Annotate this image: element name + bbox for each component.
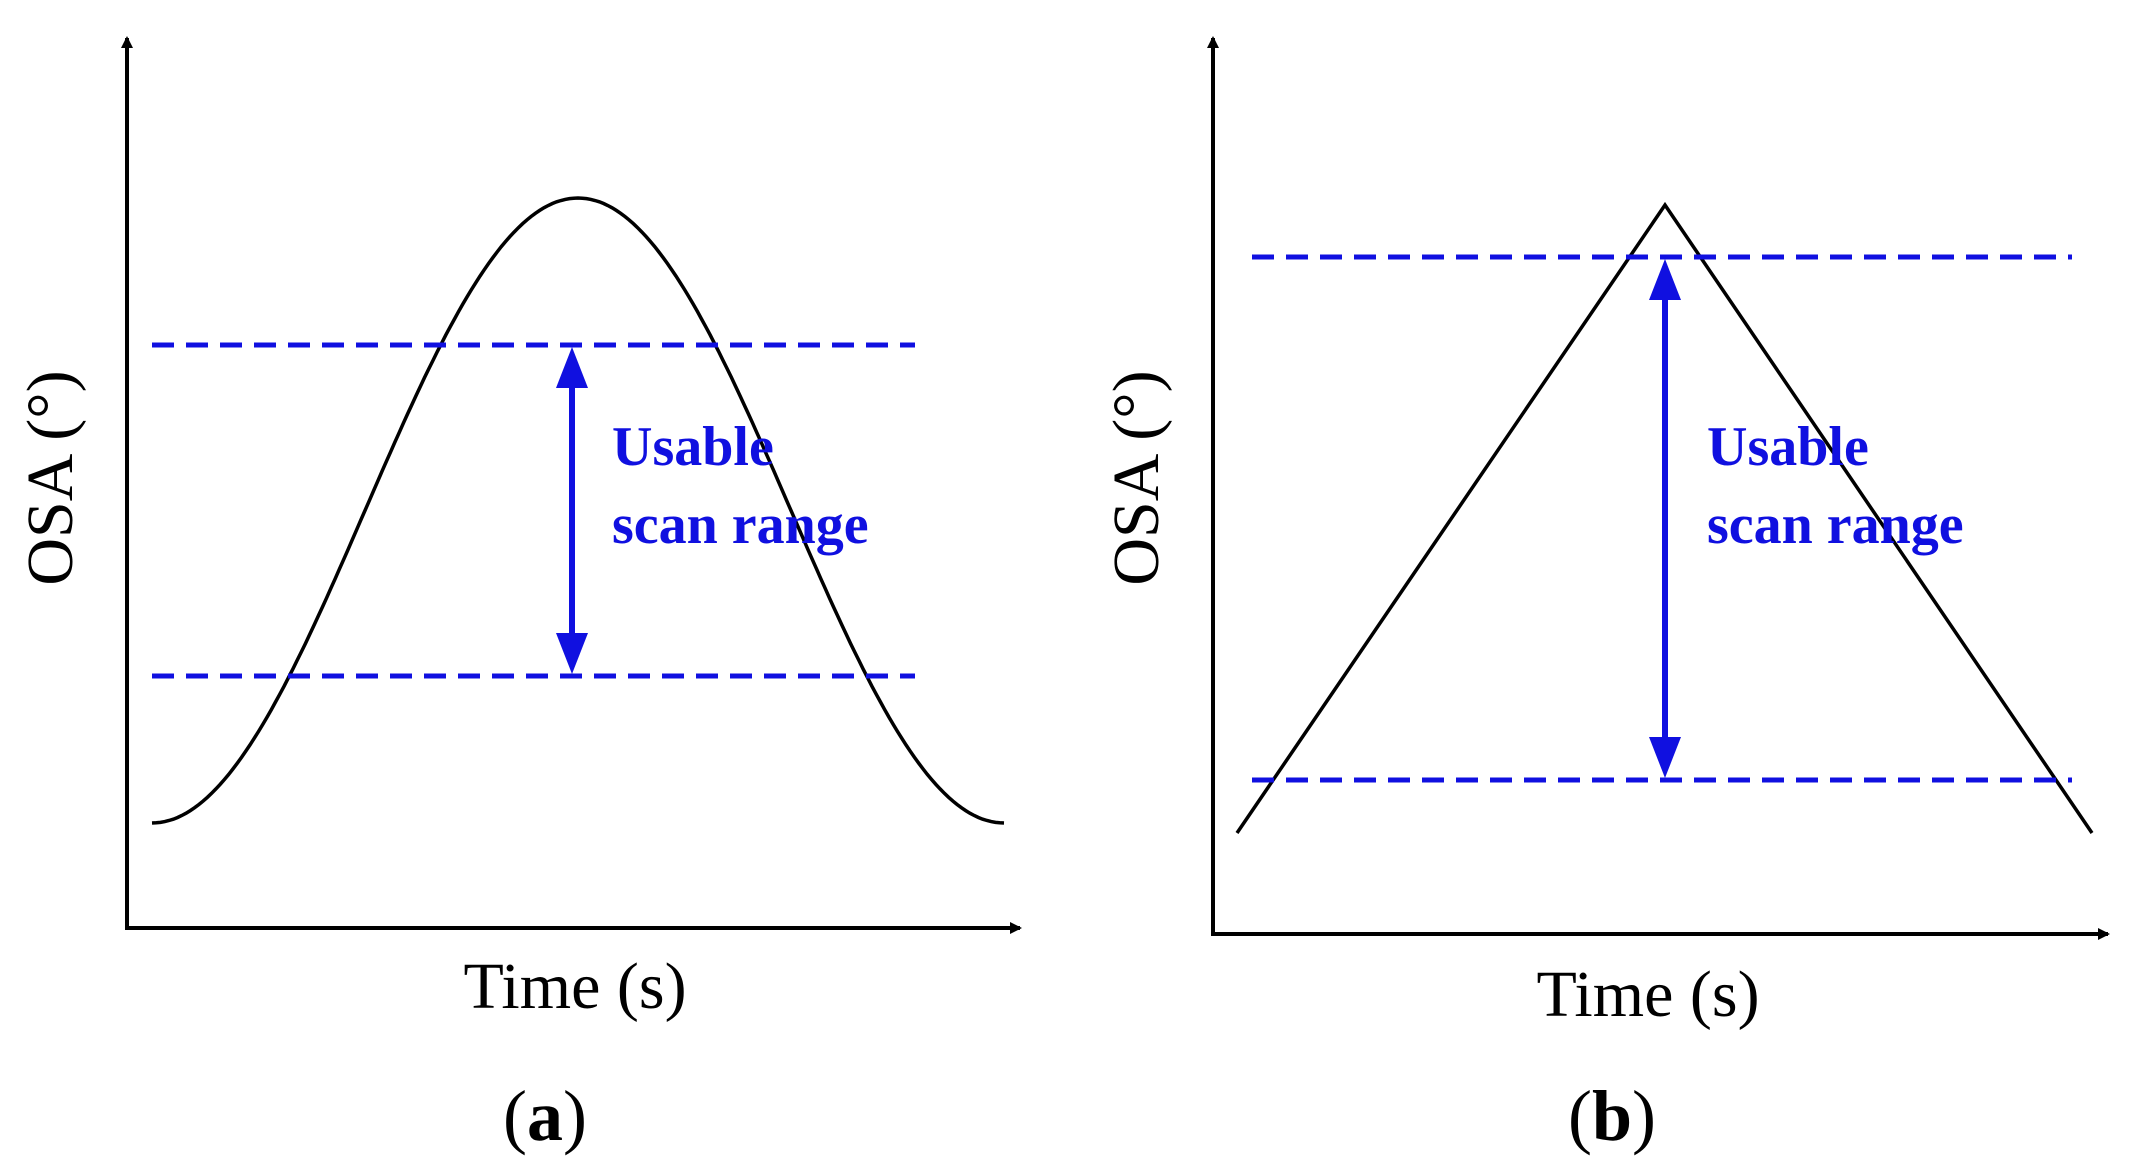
panel-a-range-arrow-head-bottom <box>556 633 588 674</box>
panel-b-range-arrow-head-top <box>1649 259 1681 300</box>
panel-b-annotation-line2: scan range <box>1707 494 1964 556</box>
panel-b-y-axis-label: OSA (°) <box>1100 370 1173 585</box>
panel-a-osa-curve <box>151 196 1005 825</box>
panel-b-osa-curve <box>1235 201 2094 834</box>
panel-b-x-axis-label: Time (s) <box>1536 958 1759 1031</box>
panel-b-range-arrow-head-bottom <box>1649 737 1681 778</box>
panel-a-annotation-line1: Usable <box>612 416 774 478</box>
panel-b: Usable scan range Time (s) OSA (°) (b) <box>1100 36 2110 1156</box>
panel-b-label: (b) <box>1568 1076 1656 1156</box>
panel-b-annotation-line1: Usable <box>1707 416 1869 478</box>
panel-a-x-axis-label: Time (s) <box>463 950 686 1023</box>
panel-a-y-axis-label: OSA (°) <box>14 370 87 585</box>
panel-a-label: (a) <box>503 1076 587 1156</box>
panel-a: Usable scan range Time (s) OSA (°) (a) <box>14 36 1022 1156</box>
panel-a-annotation-line2: scan range <box>612 494 869 556</box>
panel-a-range-arrow-head-top <box>556 347 588 388</box>
